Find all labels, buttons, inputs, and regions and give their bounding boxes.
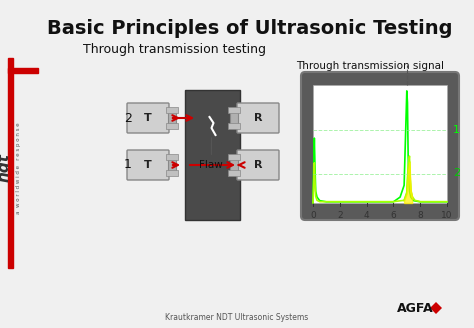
Text: 1: 1: [453, 125, 460, 135]
Text: T: T: [144, 160, 152, 170]
Bar: [185, 90, 240, 220]
Text: 2: 2: [453, 169, 460, 178]
Text: Through transmission signal: Through transmission signal: [296, 61, 444, 71]
Text: 2: 2: [124, 112, 132, 125]
Text: ndt: ndt: [0, 154, 11, 182]
Text: R: R: [254, 160, 262, 170]
Text: AGFA: AGFA: [397, 301, 433, 315]
Polygon shape: [430, 302, 442, 314]
Text: R: R: [254, 113, 262, 123]
Text: Basic Principles of Ultrasonic Testing: Basic Principles of Ultrasonic Testing: [47, 18, 453, 37]
Bar: [230, 159, 238, 171]
Text: T: T: [144, 113, 152, 123]
Bar: [228, 154, 240, 160]
Text: a  w o r l d w i d e   r e s p o n s e: a w o r l d w i d e r e s p o n s e: [17, 122, 21, 214]
Text: 4: 4: [364, 211, 369, 220]
Bar: [166, 170, 178, 176]
FancyBboxPatch shape: [127, 103, 169, 133]
Text: 10: 10: [441, 211, 453, 220]
FancyBboxPatch shape: [237, 150, 279, 180]
Bar: [313, 85, 447, 203]
FancyBboxPatch shape: [301, 72, 459, 220]
Bar: [166, 107, 178, 113]
Bar: [166, 123, 178, 129]
Text: 6: 6: [391, 211, 396, 220]
Text: 2: 2: [337, 211, 343, 220]
FancyBboxPatch shape: [127, 150, 169, 180]
Bar: [8, 68, 38, 73]
Bar: [230, 112, 238, 124]
Bar: [8, 58, 13, 268]
Text: 0: 0: [310, 211, 316, 220]
Bar: [166, 154, 178, 160]
Bar: [228, 107, 240, 113]
Bar: [168, 112, 176, 124]
Bar: [228, 170, 240, 176]
Bar: [168, 159, 176, 171]
Text: Krautkramer NDT Ultrasonic Systems: Krautkramer NDT Ultrasonic Systems: [165, 314, 309, 322]
FancyBboxPatch shape: [237, 103, 279, 133]
Bar: [228, 123, 240, 129]
Text: Flaw: Flaw: [200, 138, 223, 170]
Text: Through transmission testing: Through transmission testing: [83, 44, 266, 56]
Text: 8: 8: [417, 211, 423, 220]
Text: 1: 1: [124, 158, 132, 172]
